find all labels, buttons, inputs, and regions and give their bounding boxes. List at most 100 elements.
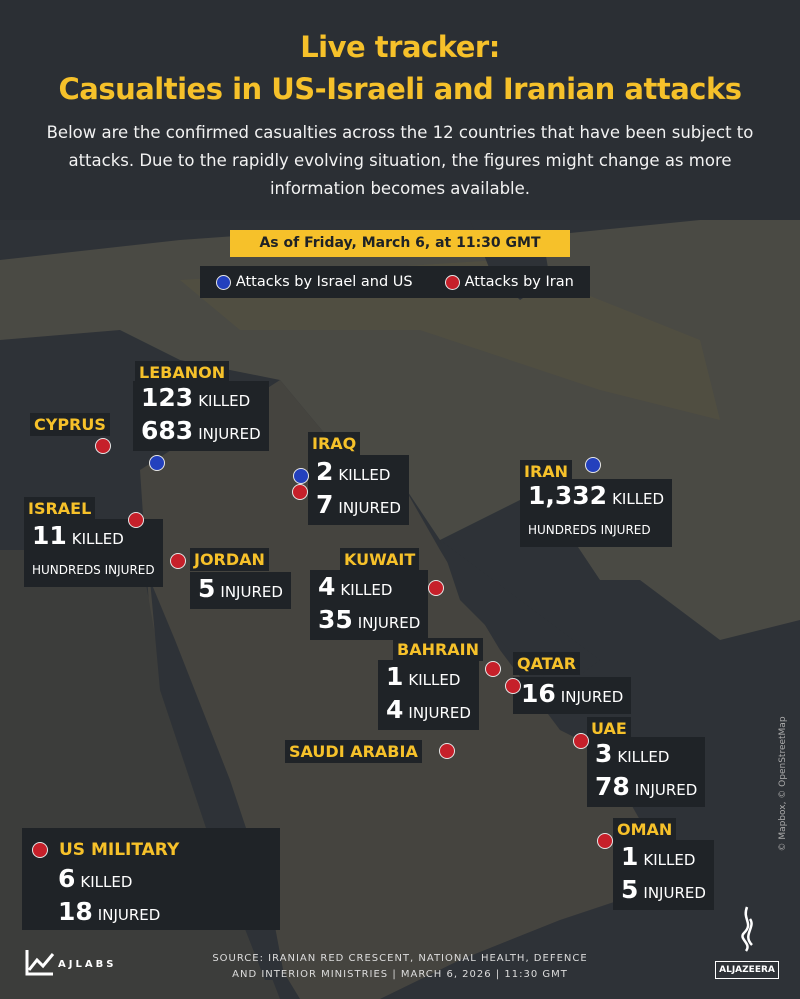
stats-box-uae: 3 KILLED 78 INJURED xyxy=(587,737,706,807)
red-dot-icon xyxy=(445,274,461,290)
stats-box-jordan: 5 INJURED xyxy=(190,572,291,609)
aljazeera-logo: ALJAZEERA xyxy=(715,905,779,979)
stat-unit: INJURED xyxy=(643,884,706,902)
stat-row: 683 INJURED xyxy=(141,416,261,449)
country-label-uae: UAE xyxy=(587,717,631,740)
stat-number: 3 xyxy=(595,739,613,768)
stat-unit: KILLED xyxy=(340,581,393,599)
attack-marker-uae[interactable] xyxy=(573,733,589,749)
stat-unit: KILLED xyxy=(80,873,133,891)
attack-marker-saudi-arabia[interactable] xyxy=(439,743,455,759)
country-label-iran: IRAN xyxy=(520,460,573,483)
stat-number: 6 xyxy=(58,864,76,893)
stat-unit: KILLED xyxy=(198,392,251,410)
stat-row: 123 KILLED xyxy=(141,383,261,416)
aljazeera-calligraphy-icon xyxy=(741,906,753,952)
stat-number: 35 xyxy=(318,605,353,634)
country-label-iraq: IRAQ xyxy=(308,432,361,455)
attack-marker-oman[interactable] xyxy=(597,833,613,849)
attack-marker-cyprus[interactable] xyxy=(95,438,111,454)
stat-number: 5 xyxy=(621,875,639,904)
stat-number: 123 xyxy=(141,383,194,412)
stats-box-us-military: 6 KILLED 18 INJURED xyxy=(22,828,280,930)
stat-number: 683 xyxy=(141,416,194,445)
stat-row: 11 KILLED xyxy=(32,521,155,554)
country-label-bahrain: BAHRAIN xyxy=(393,638,484,661)
stats-box-israel: 11 KILLED HUNDREDS INJURED xyxy=(24,519,163,587)
stats-box-lebanon: 123 KILLED 683 INJURED xyxy=(133,381,269,451)
attack-marker-qatar[interactable] xyxy=(505,678,521,694)
country-label-us-military: US MILITARY xyxy=(59,840,180,860)
subtitle: Below are the confirmed casualties acros… xyxy=(46,123,754,198)
stat-number: 78 xyxy=(595,772,630,801)
attack-marker-lebanon[interactable] xyxy=(149,455,165,471)
legend-label: Attacks by Israel and US xyxy=(235,274,413,290)
attack-marker-iraq[interactable] xyxy=(293,468,309,484)
stat-unit: INJURED xyxy=(97,906,161,924)
stat-unit: INJURED xyxy=(198,425,261,443)
legend-item-israel-us: Attacks by Israel and US xyxy=(216,274,413,290)
stat-unit: KILLED xyxy=(612,490,665,508)
stat-unit: KILLED xyxy=(71,530,124,548)
ajlabs-logo: AJLABS xyxy=(25,948,116,976)
stat-unit: KILLED xyxy=(408,671,461,689)
stats-box-iraq: 2 KILLED 7 INJURED xyxy=(308,455,409,525)
stat-row: 5 INJURED xyxy=(198,574,283,607)
attack-marker-israel[interactable] xyxy=(128,512,144,528)
stat-row: 18 INJURED xyxy=(58,897,272,930)
stats-box-qatar: 16 INJURED xyxy=(513,677,632,714)
attack-marker-jordan[interactable] xyxy=(170,553,186,569)
stat-number: 5 xyxy=(198,574,216,603)
stat-row: 7 INJURED xyxy=(316,490,401,523)
stat-row: 78 INJURED xyxy=(595,772,697,805)
stat-unit: KILLED xyxy=(643,851,696,869)
stat-row: HUNDREDS INJURED xyxy=(528,514,664,545)
stat-text: HUNDREDS INJURED xyxy=(32,563,155,577)
stats-box-iran: 1,332 KILLED HUNDREDS INJURED xyxy=(520,479,673,547)
map-credit: © Mapbox, © OpenStreetMap xyxy=(778,716,788,852)
stat-number: 4 xyxy=(318,572,336,601)
source-line-2: AND INTERIOR MINISTRIES | MARCH 6, 2026 … xyxy=(232,969,568,980)
blue-dot-icon xyxy=(216,274,232,290)
stat-row: 6 KILLED xyxy=(58,864,272,897)
stat-row: HUNDREDS INJURED xyxy=(32,554,155,585)
stat-number: 7 xyxy=(316,490,334,519)
source-line-1: SOURCE: IRANIAN RED CRESCENT, NATIONAL H… xyxy=(212,953,588,964)
stat-row: 35 INJURED xyxy=(318,605,420,638)
stat-unit: INJURED xyxy=(408,704,471,722)
stat-unit: INJURED xyxy=(560,688,624,706)
stat-number: 1 xyxy=(621,842,639,871)
stat-unit: INJURED xyxy=(220,583,283,601)
attack-marker-us-military[interactable] xyxy=(32,842,48,858)
country-label-cyprus: CYPRUS xyxy=(30,413,110,436)
stat-row: 5 INJURED xyxy=(621,875,706,908)
stat-number: 11 xyxy=(32,521,67,550)
country-label-oman: OMAN xyxy=(613,818,677,841)
attack-marker-bahrain[interactable] xyxy=(485,661,501,677)
legend-item-iran: Attacks by Iran xyxy=(445,274,574,290)
stat-text: HUNDREDS INJURED xyxy=(528,523,651,537)
stat-row: 1 KILLED xyxy=(386,662,471,695)
stat-row: 1,332 KILLED xyxy=(528,481,664,514)
country-label-israel: ISRAEL xyxy=(24,497,96,520)
aljazeera-text: ALJAZEERA xyxy=(715,961,779,979)
stat-number: 2 xyxy=(316,457,334,486)
attack-marker-iraq[interactable] xyxy=(292,484,308,500)
stat-unit: INJURED xyxy=(634,781,698,799)
stat-row: 2 KILLED xyxy=(316,457,401,490)
title-line-1: Live tracker: xyxy=(300,30,500,64)
stat-row: 1 KILLED xyxy=(621,842,706,875)
attack-marker-kuwait[interactable] xyxy=(428,580,444,596)
country-label-jordan: JORDAN xyxy=(190,548,269,571)
stat-row: 4 KILLED xyxy=(318,572,420,605)
stats-box-bahrain: 1 KILLED 4 INJURED xyxy=(378,660,479,730)
attack-marker-iran[interactable] xyxy=(585,457,601,473)
stats-box-kuwait: 4 KILLED 35 INJURED xyxy=(310,570,429,640)
title-line-2: Casualties in US-Israeli and Iranian att… xyxy=(58,72,742,106)
stat-unit: INJURED xyxy=(357,614,421,632)
stat-number: 16 xyxy=(521,679,556,708)
land-ridges xyxy=(180,260,720,420)
country-label-qatar: QATAR xyxy=(513,652,581,675)
legend-label: Attacks by Iran xyxy=(464,274,574,290)
stat-unit: KILLED xyxy=(338,466,391,484)
